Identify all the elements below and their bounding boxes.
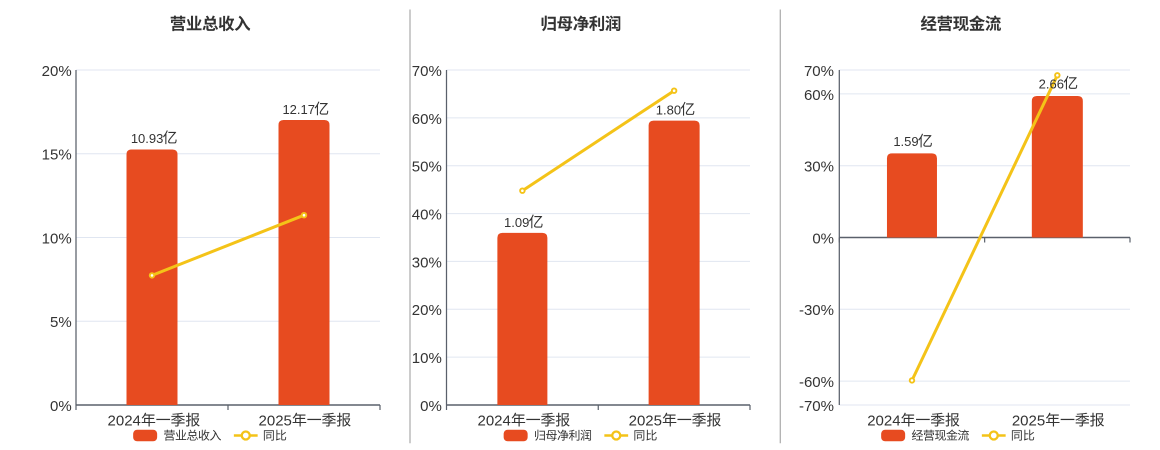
svg-text:10%: 10% — [412, 350, 442, 367]
svg-text:-60%: -60% — [799, 374, 834, 391]
svg-text:0%: 0% — [812, 230, 834, 247]
svg-text:2025: 2025 — [259, 412, 292, 429]
svg-text:2024: 2024 — [867, 412, 900, 429]
svg-text:30%: 30% — [804, 159, 834, 176]
svg-text:2024: 2024 — [108, 412, 141, 429]
svg-text:-70%: -70% — [799, 398, 834, 415]
svg-text:10%: 10% — [42, 230, 72, 247]
svg-text:0%: 0% — [50, 398, 72, 415]
svg-text:1.59: 1.59 — [893, 134, 918, 149]
svg-text:10.93: 10.93 — [131, 131, 164, 146]
svg-text:-30%: -30% — [799, 302, 834, 319]
svg-text:15%: 15% — [42, 147, 72, 164]
svg-text:5%: 5% — [50, 314, 72, 331]
svg-text:60%: 60% — [804, 87, 834, 104]
svg-text:1.80: 1.80 — [656, 102, 681, 117]
svg-text:60%: 60% — [412, 111, 442, 128]
svg-text:12.17: 12.17 — [282, 102, 315, 117]
svg-text:70%: 70% — [412, 63, 442, 80]
svg-text:2025: 2025 — [1012, 412, 1045, 429]
svg-text:40%: 40% — [412, 207, 442, 224]
svg-text:2.66: 2.66 — [1039, 76, 1064, 91]
svg-text:2025: 2025 — [629, 412, 662, 429]
svg-text:70%: 70% — [804, 63, 834, 80]
svg-text:50%: 50% — [412, 159, 442, 176]
svg-text:20%: 20% — [42, 63, 72, 80]
svg-text:0%: 0% — [420, 398, 442, 415]
svg-text:20%: 20% — [412, 302, 442, 319]
svg-text:1.09: 1.09 — [504, 215, 529, 230]
svg-text:30%: 30% — [412, 254, 442, 271]
svg-text:2024: 2024 — [478, 412, 511, 429]
